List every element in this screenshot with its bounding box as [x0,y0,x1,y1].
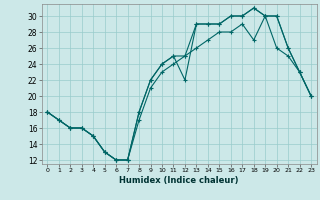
X-axis label: Humidex (Indice chaleur): Humidex (Indice chaleur) [119,176,239,185]
